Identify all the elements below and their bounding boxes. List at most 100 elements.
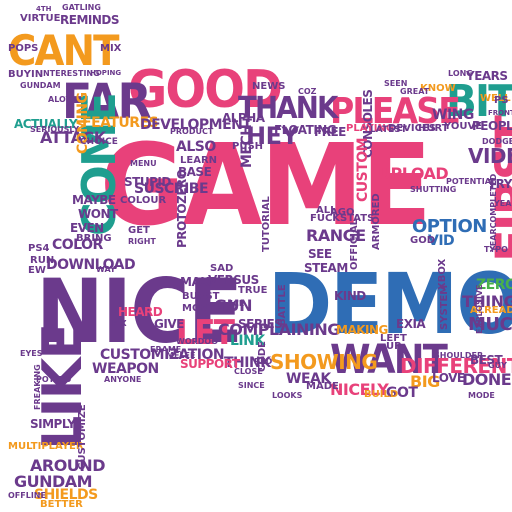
cloud-word-push: PUSH [232, 141, 264, 152]
cloud-word-dodge: DODGE [482, 137, 512, 146]
cloud-word-latest: LATEST [370, 125, 407, 135]
cloud-word-coz: COZ [298, 87, 317, 96]
cloud-word-far: FAR [62, 74, 152, 130]
cloud-word-suscribe: SUSCRIBE [134, 181, 209, 197]
cloud-word-kind: KIND [334, 289, 366, 303]
cloud-word-nicely: NICELY [330, 380, 389, 399]
cloud-word-looks: LOOKS [272, 391, 303, 400]
cloud-word-since: SINCE [238, 381, 265, 390]
cloud-word-exia: EXIA [396, 317, 426, 331]
cloud-word-series: SERIES [238, 317, 283, 331]
cloud-word-even: EVEN [70, 221, 104, 235]
cloud-word-please: PLEASE [330, 91, 461, 132]
cloud-word-wont: WONT [78, 207, 118, 221]
cloud-word-all: ALL [316, 205, 337, 216]
cloud-word-thank: THANK [238, 91, 338, 126]
cloud-word-shoulder: SHOULDER [434, 351, 484, 360]
cloud-word-seen: SEEN [384, 79, 408, 88]
cloud-word-mode: MODE [468, 391, 495, 400]
cloud-word-anyone: ANYONE [104, 375, 142, 384]
cloud-word-buyin: BUYIN [8, 69, 44, 80]
cloud-word-fix: FIX [112, 319, 127, 328]
cloud-word-maybe: MAYBE [72, 193, 116, 207]
cloud-word-pops: POPS [8, 43, 39, 54]
cloud-word-simply: SIMPLY [30, 417, 76, 431]
cloud-word-alpha: ALPHA [222, 111, 265, 125]
cloud-word-give: GIVE [154, 317, 184, 331]
cloud-word-zero: ZERO [476, 277, 512, 293]
cloud-word-4th: 4TH [36, 5, 52, 13]
cloud-word-code: CODE [257, 341, 268, 372]
cloud-word-nice: NICE [36, 260, 243, 363]
cloud-word-left: LEFT [380, 333, 407, 344]
cloud-word-things: THINGS [462, 292, 512, 311]
cloud-word-burst: BURST [182, 291, 220, 302]
cloud-word-making: MAKING [336, 323, 388, 337]
cloud-word-ice: ICE [230, 299, 245, 308]
cloud-word-guy: GUY [488, 361, 507, 370]
cloud-word-wordoo: WORDOO [176, 337, 219, 346]
cloud-word-freaking: FREAKING [33, 364, 42, 410]
cloud-word-virtue: VIRTUE [20, 13, 61, 24]
cloud-word-battle: BATTLE [277, 284, 288, 326]
cloud-word-fuckstats: FUCKSTATS [310, 213, 375, 224]
cloud-word-ew: EW [28, 265, 46, 276]
cloud-word-playing: PLAYING [346, 123, 395, 134]
cloud-word-news: NEWS [252, 81, 286, 92]
cloud-word-sad: SAD [210, 263, 234, 274]
cloud-word-build: BUILD [364, 389, 399, 400]
cloud-word-system: SYSTEM [439, 284, 450, 330]
cloud-word-ps: PS [494, 95, 509, 106]
cloud-word-bit: BIT [446, 76, 512, 127]
cloud-word-download: DOWNLOAD [46, 257, 136, 273]
cloud-word-year: YEAR [494, 199, 512, 208]
cloud-word-hurt: HURT [418, 123, 449, 134]
cloud-word-heard: HEARD [118, 305, 163, 319]
cloud-word-different: DIFFERENT [400, 354, 512, 378]
cloud-word-color: COLOR [52, 237, 103, 253]
cloud-word-front: FRONT [488, 109, 512, 117]
cloud-word-big: BIG [410, 372, 440, 391]
cloud-word-ur: UR [386, 341, 402, 352]
cloud-word-protozero: PROTOZERO [175, 169, 189, 248]
cloud-word-devices: DEVICES [388, 123, 436, 134]
cloud-word-wing: WING [432, 107, 474, 123]
cloud-word-custom: CUSTOM [355, 137, 371, 202]
cloud-word-gundam: GUNDAM [14, 472, 93, 491]
cloud-word-attack: ATTACK [40, 128, 106, 147]
cloud-word-long: LONG [448, 69, 473, 78]
cloud-word-learn: LEARN [180, 155, 218, 166]
cloud-word-features: FEATURES [82, 115, 159, 131]
cloud-word-game: GAME [100, 121, 432, 251]
cloud-word-try: TRY [488, 177, 512, 191]
cloud-word-ago: AGO [330, 207, 355, 218]
cloud-word-right: RIGHT [128, 237, 156, 246]
cloud-word-potential: POTENTIAL [446, 177, 497, 186]
cloud-word-support: SUPPORT [180, 357, 240, 371]
cloud-word-people: PEOPLE [472, 119, 512, 133]
cloud-word-potato: POTATO [36, 375, 72, 384]
cloud-word-video: VIDEO [468, 144, 512, 168]
cloud-word-see: SEE [308, 247, 332, 261]
cloud-word-offline: OFFLINE [8, 491, 46, 500]
cloud-word-made: MADE [306, 381, 339, 392]
cloud-word-complaining: COMPLAINING [218, 320, 340, 339]
cloud-word-god: GOD [410, 235, 436, 246]
cloud-word-product: PRODUCT [170, 127, 214, 136]
cloud-word-years: YEARS [466, 69, 508, 83]
cloud-word-steam: STEAM [304, 261, 348, 275]
cloud-word-true: TRUE [238, 285, 268, 296]
cloud-word-gundam: GUNDAM [20, 81, 61, 90]
cloud-word-customize: CUSTOMIZE [77, 404, 88, 470]
cloud-word-eyes: EYES [20, 349, 43, 358]
cloud-word-floating: FLOATING [274, 123, 337, 137]
cloud-word-gun: GUN [214, 296, 253, 315]
cloud-word-xbox: XBOX [437, 258, 448, 290]
cloud-word-best: BEST [470, 353, 503, 367]
cloud-word-option: OPTION [412, 216, 487, 237]
cloud-word-menu: MENU [130, 159, 157, 168]
cloud-word-development: DEVELOPMENT [140, 117, 252, 133]
cloud-word-better: BETTER [40, 499, 83, 510]
cloud-word-melee: MELEE [166, 351, 196, 360]
cloud-word-well: WELL [480, 93, 511, 104]
